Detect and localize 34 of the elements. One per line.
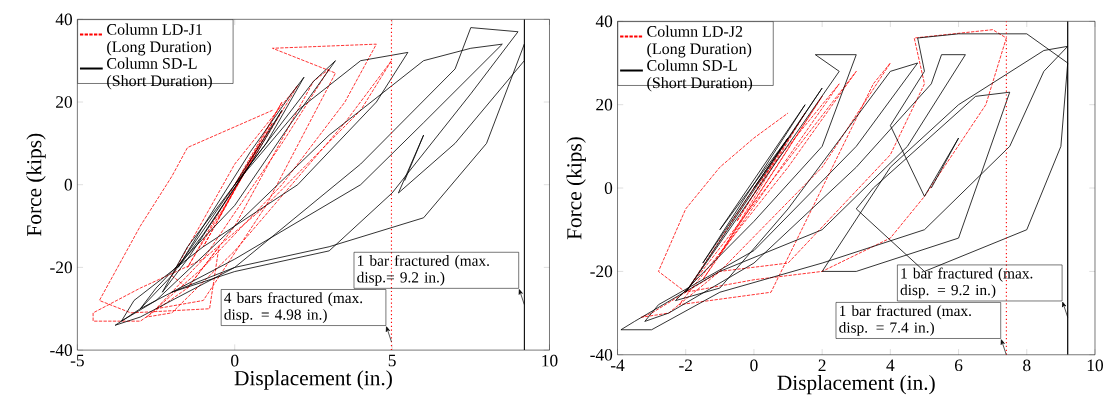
annotation: 1 bar fractured (max. disp.= 9.2 in.)	[357, 254, 489, 286]
x-tick-label: -4	[610, 359, 625, 371]
y-axis-title: Force (kips)	[566, 137, 586, 240]
x-tick-label: -2	[679, 359, 692, 371]
legend-label: Column SD-L (Short Duration)	[647, 59, 753, 92]
y-tick-label: 40	[595, 15, 613, 28]
y-tick-label: -20	[50, 261, 72, 274]
x-axis-title: Displacement (in.)	[234, 370, 392, 390]
y-tick-label: -20	[590, 265, 613, 278]
x-tick-label: 2	[818, 359, 826, 371]
x-tick-label: 5	[388, 354, 396, 367]
y-axis-title: Force (kips)	[26, 133, 46, 236]
annotation: 1 bar fractured (max. disp. = 9.2 in.)	[900, 267, 1033, 299]
y-tick-label: 0	[604, 182, 613, 194]
annotation: 4 bars fractured (max. disp. = 4.98 in.)	[224, 292, 363, 323]
x-tick-label: 10	[542, 354, 558, 367]
y-tick-label: -40	[50, 344, 72, 356]
legend-label: Column LD-J2 (Long Duration)	[647, 25, 752, 58]
y-tick-label: 40	[55, 13, 72, 26]
x-tick-label: 6	[954, 359, 963, 372]
y-tick-label: 20	[56, 96, 72, 108]
annotation: 1 bar fractured (max. disp. = 7.4 in.)	[839, 305, 971, 336]
legend-label: Column LD-J1 (Long Duration)	[107, 23, 212, 56]
x-tick-label: 8	[1023, 359, 1031, 372]
y-tick-label: -40	[590, 348, 613, 361]
x-tick-label: 10	[1087, 359, 1103, 372]
x-tick-label: 0	[231, 354, 239, 367]
x-tick-label: -5	[70, 354, 84, 367]
x-tick-label: 0	[750, 359, 758, 372]
x-axis-title: Displacement (in.)	[777, 374, 935, 395]
y-tick-label: 0	[64, 178, 72, 191]
y-tick-label: 20	[596, 98, 613, 111]
x-tick-label: 4	[886, 359, 895, 371]
legend-label: Column SD-L (Short Duration)	[107, 57, 212, 90]
